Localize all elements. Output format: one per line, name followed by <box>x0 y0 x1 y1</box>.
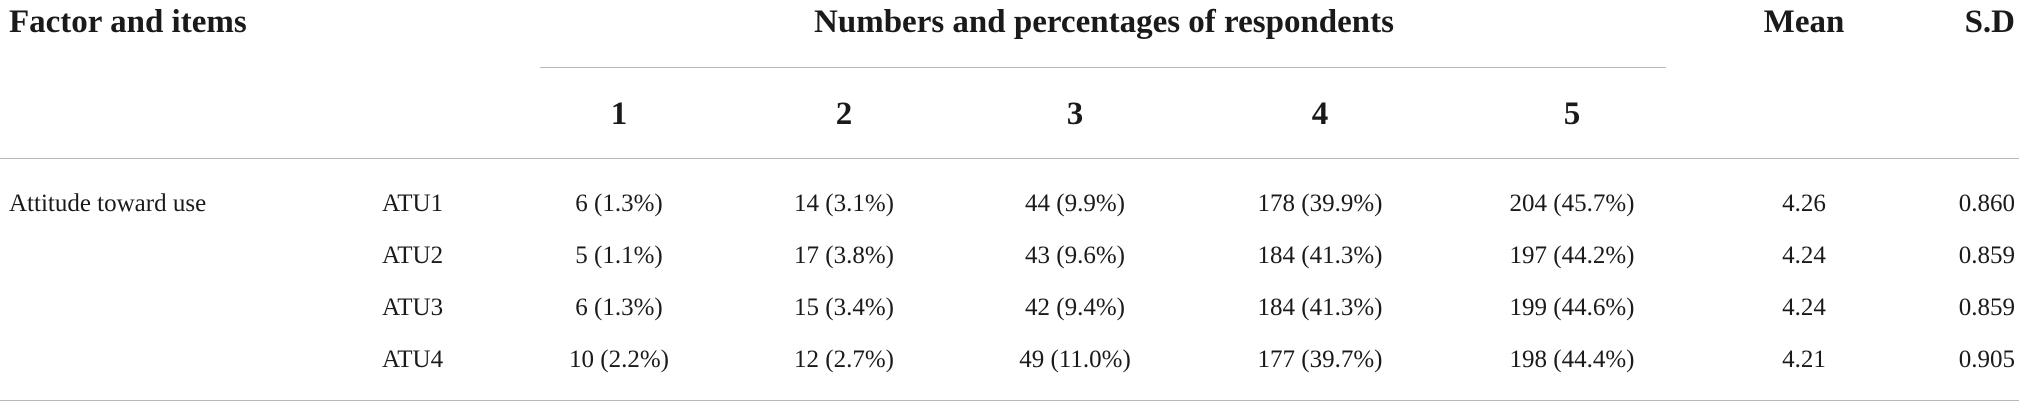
table-row-item: ATU4 <box>382 346 444 373</box>
table-cell-count: 44 (9.9%) <box>1025 190 1125 217</box>
table-cell-count: 184 (41.3%) <box>1257 242 1383 269</box>
table-cell-count: 199 (44.6%) <box>1509 294 1635 321</box>
group-header-rule <box>540 67 1666 68</box>
table-cell-count: 12 (2.7%) <box>794 346 894 373</box>
table-cell-sd: 0.859 <box>1958 294 2015 321</box>
table-cell-mean: 4.26 <box>1782 190 1826 217</box>
table-row-item: ATU1 <box>382 190 444 217</box>
table-cell-count: 197 (44.2%) <box>1509 242 1635 269</box>
table-cell-count: 184 (41.3%) <box>1257 294 1383 321</box>
table-cell-count: 6 (1.3%) <box>575 190 663 217</box>
table-cell-count: 15 (3.4%) <box>794 294 894 321</box>
table-cell-count: 43 (9.6%) <box>1025 242 1125 269</box>
table-cell-count: 177 (39.7%) <box>1257 346 1383 373</box>
table-cell-sd: 0.860 <box>1958 190 2015 217</box>
table-cell-count: 42 (9.4%) <box>1025 294 1125 321</box>
header-scale-1: 1 <box>610 96 628 132</box>
table-cell-sd: 0.859 <box>1958 242 2015 269</box>
table-cell-mean: 4.21 <box>1782 346 1826 373</box>
table-cell-count: 6 (1.3%) <box>575 294 663 321</box>
table-row-item: ATU2 <box>382 242 444 269</box>
table-cell-sd: 0.905 <box>1958 346 2015 373</box>
table-cell-mean: 4.24 <box>1782 242 1826 269</box>
table-cell-count: 17 (3.8%) <box>794 242 894 269</box>
table-cell-count: 204 (45.7%) <box>1509 190 1635 217</box>
table-cell-count: 178 (39.9%) <box>1257 190 1383 217</box>
factor-label: Attitude toward use <box>9 190 207 217</box>
table-cell-count: 5 (1.1%) <box>575 242 663 269</box>
header-sd: S.D <box>1964 4 2015 40</box>
table-cell-mean: 4.24 <box>1782 294 1826 321</box>
table-row-item: ATU3 <box>382 294 444 321</box>
table-cell-count: 198 (44.4%) <box>1509 346 1635 373</box>
header-scale-4: 4 <box>1311 96 1329 132</box>
header-scale-3: 3 <box>1066 96 1084 132</box>
table-cell-count: 14 (3.1%) <box>794 190 894 217</box>
table-bottom-rule <box>0 400 2019 401</box>
table-cell-count: 10 (2.2%) <box>569 346 669 373</box>
header-bottom-rule <box>0 158 2019 159</box>
header-group-respondents: Numbers and percentages of respondents <box>814 4 1394 40</box>
header-scale-5: 5 <box>1563 96 1581 132</box>
header-scale-2: 2 <box>835 96 853 132</box>
table-cell-count: 49 (11.0%) <box>1019 346 1131 373</box>
header-factor-items: Factor and items <box>9 4 247 40</box>
header-mean: Mean <box>1763 4 1845 40</box>
